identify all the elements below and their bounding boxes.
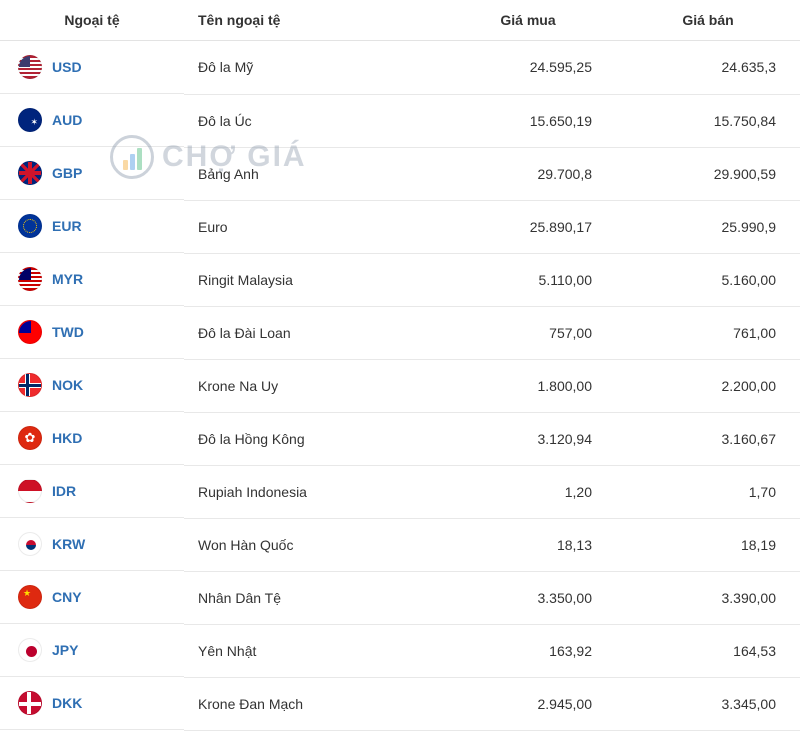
currency-code[interactable]: CNY — [52, 589, 82, 605]
twd-flag-icon — [18, 320, 42, 344]
sell-price: 3.345,00 — [616, 677, 800, 730]
currency-name: Đô la Mỹ — [184, 41, 440, 95]
jpy-flag-icon — [18, 638, 42, 662]
currency-cell[interactable]: HKD — [0, 412, 184, 465]
usd-flag-icon — [18, 55, 42, 79]
currency-cell[interactable]: DKK — [0, 677, 184, 730]
idr-flag-icon — [18, 479, 42, 503]
table-row: GBP Bảng Anh29.700,829.900,59 — [0, 147, 800, 200]
dkk-flag-icon — [18, 691, 42, 715]
sell-price: 3.390,00 — [616, 571, 800, 624]
myr-flag-icon — [18, 267, 42, 291]
sell-price: 3.160,67 — [616, 412, 800, 465]
buy-price: 757,00 — [440, 306, 616, 359]
buy-price: 163,92 — [440, 624, 616, 677]
sell-price: 5.160,00 — [616, 253, 800, 306]
currency-cell[interactable]: MYR — [0, 253, 184, 306]
table-header-row: Ngoại tệ Tên ngoại tệ Giá mua Giá bán — [0, 0, 800, 41]
header-name: Tên ngoại tệ — [184, 0, 440, 41]
sell-price: 25.990,9 — [616, 200, 800, 253]
currency-name: Yên Nhật — [184, 624, 440, 677]
header-buy: Giá mua — [440, 0, 616, 41]
buy-price: 18,13 — [440, 518, 616, 571]
sell-price: 2.200,00 — [616, 359, 800, 412]
currency-name: Euro — [184, 200, 440, 253]
currency-name: Đô la Đài Loan — [184, 306, 440, 359]
currency-name: Ringit Malaysia — [184, 253, 440, 306]
hkd-flag-icon — [18, 426, 42, 450]
buy-price: 1.800,00 — [440, 359, 616, 412]
table-row: HKD Đô la Hồng Kông3.120,943.160,67 — [0, 412, 800, 465]
table-row: CNY Nhân Dân Tệ3.350,003.390,00 — [0, 571, 800, 624]
currency-cell[interactable]: TWD — [0, 306, 184, 359]
table-row: IDR Rupiah Indonesia1,201,70 — [0, 465, 800, 518]
currency-cell[interactable]: CNY — [0, 571, 184, 624]
currency-cell[interactable]: AUD — [0, 94, 184, 147]
buy-price: 2.945,00 — [440, 677, 616, 730]
currency-name: Krone Na Uy — [184, 359, 440, 412]
header-currency: Ngoại tệ — [0, 0, 184, 41]
table-row: USD Đô la Mỹ24.595,2524.635,3 — [0, 41, 800, 95]
currency-name: Nhân Dân Tệ — [184, 571, 440, 624]
currency-code[interactable]: NOK — [52, 377, 83, 393]
currency-name: Bảng Anh — [184, 147, 440, 200]
aud-flag-icon — [18, 108, 42, 132]
table-row: AUD Đô la Úc15.650,1915.750,84 — [0, 94, 800, 147]
buy-price: 15.650,19 — [440, 94, 616, 147]
cny-flag-icon — [18, 585, 42, 609]
currency-cell[interactable]: IDR — [0, 465, 184, 518]
table-row: DKK Krone Đan Mạch2.945,003.345,00 — [0, 677, 800, 730]
sell-price: 29.900,59 — [616, 147, 800, 200]
sell-price: 15.750,84 — [616, 94, 800, 147]
sell-price: 24.635,3 — [616, 41, 800, 95]
currency-name: Đô la Hồng Kông — [184, 412, 440, 465]
sell-price: 164,53 — [616, 624, 800, 677]
currency-code[interactable]: USD — [52, 59, 82, 75]
currency-code[interactable]: GBP — [52, 165, 82, 181]
gbp-flag-icon — [18, 161, 42, 185]
nok-flag-icon — [18, 373, 42, 397]
exchange-rate-table: Ngoại tệ Tên ngoại tệ Giá mua Giá bán US… — [0, 0, 800, 731]
buy-price: 5.110,00 — [440, 253, 616, 306]
currency-name: Won Hàn Quốc — [184, 518, 440, 571]
header-sell: Giá bán — [616, 0, 800, 41]
table-row: TWD Đô la Đài Loan757,00761,00 — [0, 306, 800, 359]
buy-price: 1,20 — [440, 465, 616, 518]
buy-price: 3.120,94 — [440, 412, 616, 465]
currency-cell[interactable]: JPY — [0, 624, 184, 677]
currency-code[interactable]: TWD — [52, 324, 84, 340]
eur-flag-icon — [18, 214, 42, 238]
currency-name: Rupiah Indonesia — [184, 465, 440, 518]
krw-flag-icon — [18, 532, 42, 556]
buy-price: 25.890,17 — [440, 200, 616, 253]
currency-code[interactable]: KRW — [52, 536, 85, 552]
currency-code[interactable]: MYR — [52, 271, 83, 287]
sell-price: 18,19 — [616, 518, 800, 571]
currency-name: Krone Đan Mạch — [184, 677, 440, 730]
buy-price: 3.350,00 — [440, 571, 616, 624]
currency-cell[interactable]: GBP — [0, 147, 184, 200]
table-row: JPY Yên Nhật163,92164,53 — [0, 624, 800, 677]
buy-price: 24.595,25 — [440, 41, 616, 95]
currency-code[interactable]: IDR — [52, 483, 76, 499]
currency-cell[interactable]: NOK — [0, 359, 184, 412]
table-row: EUR Euro25.890,1725.990,9 — [0, 200, 800, 253]
table-row: MYR Ringit Malaysia5.110,005.160,00 — [0, 253, 800, 306]
currency-code[interactable]: HKD — [52, 430, 82, 446]
currency-code[interactable]: DKK — [52, 695, 82, 711]
currency-code[interactable]: EUR — [52, 218, 82, 234]
table-row: KRW Won Hàn Quốc18,1318,19 — [0, 518, 800, 571]
currency-code[interactable]: JPY — [52, 642, 78, 658]
currency-cell[interactable]: KRW — [0, 518, 184, 571]
currency-cell[interactable]: USD — [0, 41, 184, 94]
sell-price: 1,70 — [616, 465, 800, 518]
buy-price: 29.700,8 — [440, 147, 616, 200]
sell-price: 761,00 — [616, 306, 800, 359]
currency-name: Đô la Úc — [184, 94, 440, 147]
table-row: NOK Krone Na Uy1.800,002.200,00 — [0, 359, 800, 412]
currency-cell[interactable]: EUR — [0, 200, 184, 253]
currency-code[interactable]: AUD — [52, 112, 82, 128]
